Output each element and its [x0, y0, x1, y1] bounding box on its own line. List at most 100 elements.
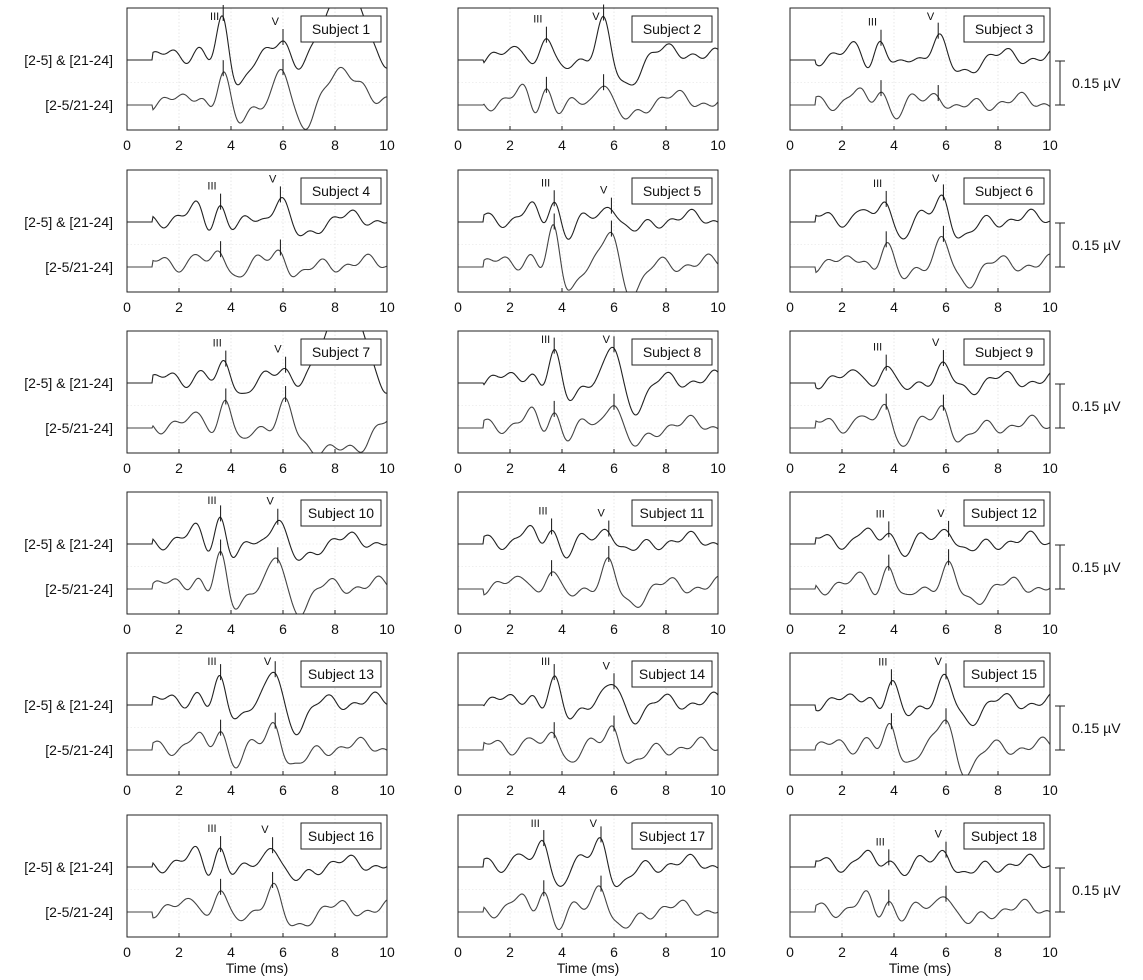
row-label-combined: [2-5] & [21-24] — [24, 52, 113, 68]
trace-combined — [127, 331, 387, 394]
x-tick-label: 10 — [379, 137, 395, 153]
x-tick-label: 4 — [890, 460, 898, 476]
x-tick-label: 4 — [227, 137, 235, 153]
peak-label-iii: III — [533, 14, 542, 26]
x-tick-label: 8 — [994, 621, 1002, 637]
trace-ratio — [790, 719, 1050, 775]
trace-ratio — [127, 66, 387, 130]
peak-label-v: V — [935, 656, 943, 668]
x-tick-label: 6 — [279, 782, 287, 798]
x-tick-label: 0 — [786, 621, 794, 637]
x-tick-label: 2 — [175, 137, 183, 153]
trace-combined — [790, 527, 1050, 557]
subject-box — [300, 177, 382, 205]
x-tick-label: 2 — [838, 782, 846, 798]
subject-title: Subject 14 — [639, 666, 705, 682]
trace-combined — [458, 346, 718, 416]
scale-bar-label: 0.15 µV — [1072, 559, 1121, 575]
peak-label-iii: III — [207, 495, 216, 507]
axes-frame — [126, 652, 388, 776]
scale-bar-label: 0.15 µV — [1072, 720, 1121, 736]
x-tick-label: 6 — [279, 621, 287, 637]
x-tick-label: 0 — [123, 944, 131, 960]
trace-combined — [458, 201, 718, 240]
x-tick-label: 2 — [175, 944, 183, 960]
trace-ratio — [458, 405, 718, 447]
x-tick-label: 0 — [123, 460, 131, 476]
peak-label-iii: III — [531, 818, 540, 830]
axes-frame — [457, 491, 719, 615]
axes-frame — [789, 169, 1051, 293]
panel-subject-11: III V Subject 11 0 2 4 6 8 10 — [454, 491, 726, 637]
trace-combined — [790, 673, 1050, 727]
x-tick-label: 10 — [379, 299, 395, 315]
x-tick-label: 8 — [331, 621, 339, 637]
subject-box — [631, 15, 713, 43]
scale-bar-label: 0.15 µV — [1072, 882, 1121, 898]
x-tick-label: 4 — [890, 621, 898, 637]
x-tick-label: 10 — [1042, 621, 1058, 637]
x-tick-label: 4 — [227, 782, 235, 798]
x-tick-label: 4 — [558, 299, 566, 315]
subject-title: Subject 5 — [643, 183, 702, 199]
x-axis-label: Time (ms) — [226, 960, 288, 976]
subject-title: Subject 16 — [308, 828, 374, 844]
trace-ratio — [127, 249, 387, 278]
trace-ratio — [790, 87, 1050, 120]
x-tick-label: 6 — [942, 621, 950, 637]
x-axis-label: Time (ms) — [557, 960, 619, 976]
x-tick-label: 10 — [1042, 782, 1058, 798]
x-tick-label: 10 — [1042, 299, 1058, 315]
x-tick-label: 4 — [227, 460, 235, 476]
trace-ratio — [790, 560, 1050, 605]
axes-frame — [126, 330, 388, 454]
x-tick-label: 2 — [838, 299, 846, 315]
peak-label-iii: III — [207, 181, 216, 193]
x-tick-label: 2 — [506, 137, 514, 153]
x-tick-label: 0 — [454, 944, 462, 960]
trace-ratio — [458, 224, 718, 292]
subject-box — [631, 822, 713, 850]
axes-frame — [789, 491, 1051, 615]
row-label-ratio: [2-5/21-24] — [45, 97, 113, 113]
x-tick-label: 8 — [662, 460, 670, 476]
x-tick-label: 0 — [123, 782, 131, 798]
peak-label-v: V — [592, 11, 600, 23]
x-tick-label: 2 — [506, 299, 514, 315]
trace-ratio — [458, 83, 718, 120]
x-tick-label: 0 — [123, 621, 131, 637]
subject-box — [963, 499, 1045, 527]
subject-title: Subject 1 — [312, 21, 371, 37]
panel-subject-16: III V Subject 16 0 2 4 6 8 10 Time (ms) [2-5] & [2… — [24, 814, 395, 976]
panel-subject-2: III V Subject 2 0 2 4 6 8 10 — [454, 4, 726, 153]
peak-label-iii: III — [207, 823, 216, 835]
x-tick-label: 6 — [279, 299, 287, 315]
peak-label-iii: III — [873, 342, 882, 354]
x-tick-label: 8 — [662, 944, 670, 960]
x-tick-label: 8 — [662, 299, 670, 315]
scale-bar-label: 0.15 µV — [1072, 75, 1121, 91]
x-tick-label: 6 — [279, 944, 287, 960]
trace-combined — [790, 849, 1050, 877]
x-tick-label: 0 — [123, 299, 131, 315]
x-tick-label: 10 — [710, 944, 726, 960]
x-tick-label: 4 — [227, 299, 235, 315]
panel-subject-1: III V Subject 1 0 2 4 6 8 10 [2-5] & [21-24] [2-5/… — [24, 4, 395, 153]
peak-label-iii: III — [213, 338, 222, 350]
peak-label-iii: III — [868, 17, 877, 29]
panel-subject-7: III V Subject 7 0 2 4 6 8 10 [2-5] & [21-24] [2-5/… — [24, 330, 395, 476]
peak-label-iii: III — [876, 508, 885, 520]
x-tick-label: 0 — [786, 944, 794, 960]
trace-ratio — [127, 721, 387, 769]
x-tick-label: 0 — [786, 782, 794, 798]
x-tick-label: 4 — [890, 782, 898, 798]
row-label-ratio: [2-5/21-24] — [45, 742, 113, 758]
row-label-combined: [2-5] & [21-24] — [24, 214, 113, 230]
peak-label-v: V — [597, 508, 605, 520]
axes-frame — [457, 169, 719, 293]
x-tick-label: 6 — [942, 782, 950, 798]
x-tick-label: 2 — [175, 460, 183, 476]
x-tick-label: 4 — [558, 944, 566, 960]
x-tick-label: 2 — [838, 621, 846, 637]
peak-label-v: V — [932, 173, 940, 185]
